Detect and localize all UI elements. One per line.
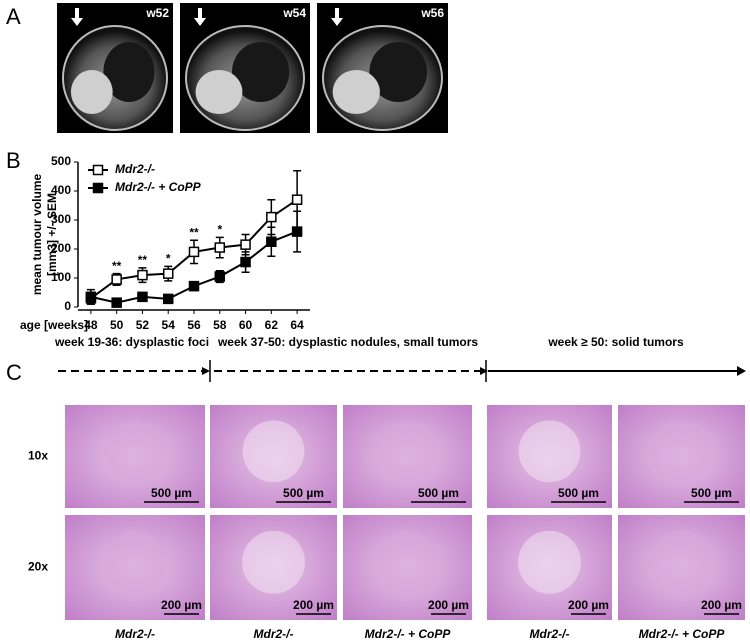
data-point <box>85 291 97 303</box>
scale-label: 200 µm <box>293 598 334 612</box>
tissue-texture <box>518 420 581 483</box>
data-point <box>240 239 251 250</box>
mri-organ <box>369 42 428 102</box>
x-tick-label: 54 <box>162 318 176 332</box>
significance: ** <box>112 259 122 273</box>
data-point <box>162 268 174 279</box>
tissue-texture <box>518 530 581 594</box>
scale-label: 500 µm <box>418 486 459 500</box>
legend-marker <box>92 182 104 194</box>
mri-liver <box>195 70 243 114</box>
data-point <box>188 246 200 258</box>
tissue-texture <box>650 530 713 594</box>
arrow-head <box>480 367 488 375</box>
x-tick-label: 60 <box>239 318 253 332</box>
scale-label: 500 µm <box>558 486 599 500</box>
row-label: 20x <box>28 560 48 574</box>
scale-label: 200 µm <box>161 598 202 612</box>
timeline-label: week 19-36: dysplastic foci <box>54 335 209 349</box>
x-tick-label: 62 <box>265 318 279 332</box>
y-tick-label: 300 <box>51 212 71 226</box>
data-point <box>137 291 148 303</box>
data-point <box>188 280 200 292</box>
data-point <box>240 256 251 268</box>
arrow <box>331 8 343 26</box>
data-point <box>266 211 277 223</box>
data-point <box>137 269 148 281</box>
y-tick-label: 200 <box>51 241 71 255</box>
data-point <box>111 274 122 285</box>
x-tick-label: 52 <box>136 318 150 332</box>
column-label: Mdr2-/- + CoPP <box>639 627 726 641</box>
scale-label: 200 µm <box>701 598 742 612</box>
x-axis-label: age [weeks] <box>20 318 88 332</box>
arrow <box>194 8 206 26</box>
tissue-texture <box>376 530 439 594</box>
mri-organ <box>103 42 155 102</box>
legend-label: Mdr2-/- <box>115 162 155 176</box>
significance: ** <box>138 253 148 267</box>
tissue-texture <box>103 530 167 594</box>
mri-organ <box>232 42 290 102</box>
panel-label: A <box>6 4 21 29</box>
legend-label: Mdr2-/- + CoPP <box>115 180 202 194</box>
data-point <box>214 242 226 253</box>
tissue-texture <box>650 420 713 483</box>
column-label: Mdr2-/- <box>530 627 570 641</box>
column-label: Mdr2-/- <box>254 627 294 641</box>
significance: * <box>217 223 222 237</box>
scale-label: 200 µm <box>568 598 609 612</box>
panel-label: C <box>6 360 22 385</box>
y-tick-label: 400 <box>51 183 71 197</box>
x-tick-label: 64 <box>290 318 304 332</box>
legend-marker <box>92 164 104 176</box>
image-label: w52 <box>145 6 169 20</box>
scale-label: 500 µm <box>283 486 324 500</box>
image-label: w54 <box>282 6 306 20</box>
row-label: 10x <box>28 449 48 463</box>
data-point <box>266 236 277 247</box>
timeline-label: week ≥ 50: solid tumors <box>547 335 684 349</box>
y-tick-label: 0 <box>64 299 71 313</box>
x-tick-label: 56 <box>187 318 201 332</box>
data-point <box>111 297 122 308</box>
x-tick-label: 58 <box>213 318 227 332</box>
y-axis-label: [mm3] +/- SEM <box>45 193 59 276</box>
scale-label: 200 µm <box>428 598 469 612</box>
y-axis-label: mean tumour volume <box>30 174 44 296</box>
tissue-texture <box>376 420 439 483</box>
significance: * <box>166 252 171 266</box>
tissue-texture <box>242 530 305 594</box>
arrow-head <box>737 366 746 376</box>
data-point <box>291 226 303 237</box>
x-tick-label: 48 <box>84 318 98 332</box>
tissue-texture <box>242 420 305 483</box>
image-label: w56 <box>420 6 444 20</box>
arrow-head <box>202 367 210 375</box>
timeline-label: week 37-50: dysplastic nodules, small tu… <box>217 335 478 349</box>
y-tick-label: 100 <box>51 270 71 284</box>
mri-liver <box>332 70 380 114</box>
data-point <box>214 271 226 282</box>
column-label: Mdr2-/- + CoPP <box>365 627 452 641</box>
data-point <box>162 293 174 305</box>
significance: ** <box>189 225 199 239</box>
column-label: Mdr2-/- <box>115 627 155 641</box>
y-tick-label: 500 <box>51 154 71 168</box>
mri-liver <box>70 70 113 114</box>
x-tick-label: 50 <box>110 318 124 332</box>
arrow <box>71 8 83 26</box>
scale-label: 500 µm <box>691 486 732 500</box>
data-point <box>291 194 303 205</box>
panel-label: B <box>6 148 21 173</box>
scale-label: 500 µm <box>151 486 192 500</box>
tissue-texture <box>104 420 166 483</box>
